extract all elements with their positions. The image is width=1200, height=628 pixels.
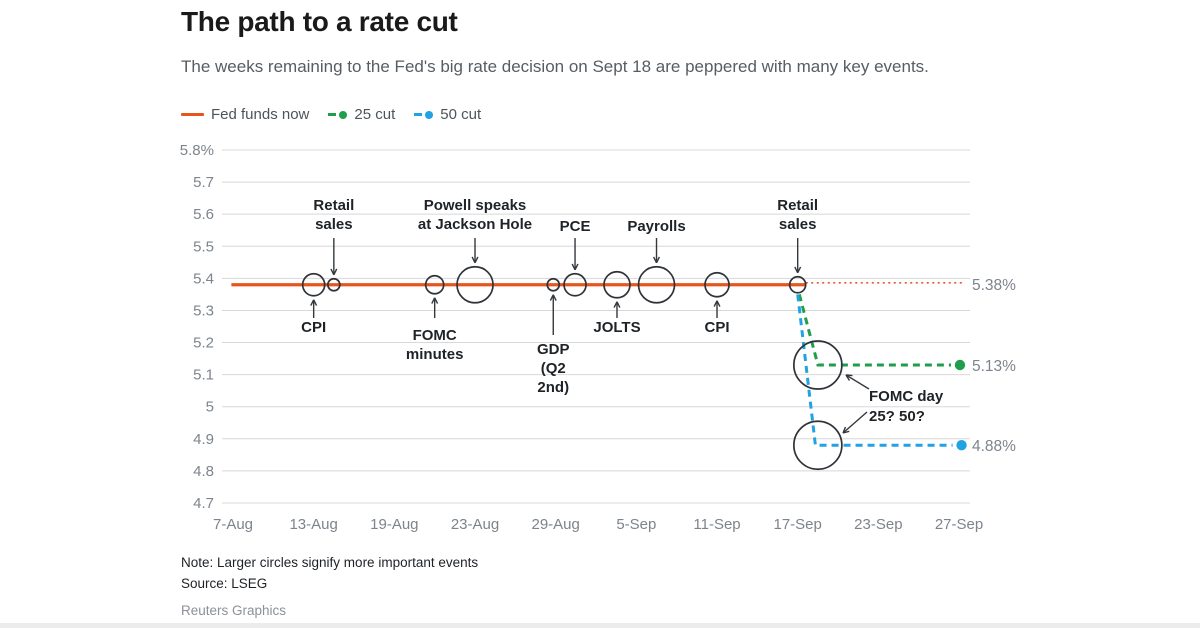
event-arrow-icon (613, 301, 621, 318)
event-label: PCE (560, 218, 591, 235)
cut25-end-dot (954, 359, 966, 371)
y-tick-label: 5.1 (193, 367, 214, 384)
event-label: 2nd) (537, 379, 569, 396)
event-label: CPI (705, 319, 730, 336)
y-tick-label: 4.8 (193, 463, 214, 480)
credit-text: Reuters Graphics (181, 603, 287, 618)
event-label: at Jackson Hole (418, 216, 532, 233)
event-arrow-icon (431, 297, 439, 318)
event-label: Retail (313, 197, 354, 214)
event-circle (456, 265, 494, 304)
x-tick-label: 17-Sep (774, 516, 822, 533)
series-end-label: 5.38% (972, 277, 1016, 294)
event-arrow-icon (549, 294, 557, 335)
event-circle (424, 274, 445, 295)
x-tick-label: 11-Sep (693, 516, 740, 533)
chart-title: The path to a rate cut (181, 6, 458, 37)
event-circle (637, 265, 676, 304)
legend-item-25-cut: 25 cut (328, 106, 395, 123)
event-markers: CPI Retail sales FOMC minutes Powell speaks at… (301, 197, 843, 471)
event-arrow-icon (330, 238, 338, 276)
legend-item-50-cut: 50 cut (414, 106, 481, 123)
series-end-label: 4.88% (972, 438, 1016, 455)
event-arrow-icon (310, 299, 318, 318)
event-circle (793, 340, 843, 390)
legend-label: Fed funds now (211, 106, 310, 123)
y-tick-label: 4.9 (193, 431, 214, 448)
x-tick-label: 23-Aug (451, 516, 499, 533)
legend-label: 50 cut (440, 106, 482, 123)
event-label: Payrolls (627, 218, 685, 235)
fomc-day-arrow-icon (845, 374, 870, 390)
event-arrow-icon (653, 238, 661, 264)
x-tick-label: 7-Aug (213, 516, 253, 533)
y-tick-label: 5.8% (180, 142, 214, 159)
fomc-day-label: FOMC day (869, 388, 944, 405)
event-label: sales (315, 216, 353, 233)
event-circle (301, 272, 326, 297)
chart-subtitle: The weeks remaining to the Fed's big rat… (181, 57, 929, 76)
event-circle (793, 420, 843, 471)
y-tick-label: 5.2 (193, 335, 214, 352)
legend-label: 25 cut (354, 106, 396, 123)
cut25-line (797, 294, 951, 367)
cut25-marker-icon (328, 110, 348, 119)
y-tick-label: 5.4 (193, 270, 214, 287)
chart-source: Source: LSEG (181, 576, 268, 591)
series-lines: 5.38% 5.13% 4.88% (231, 277, 1016, 455)
x-tick-label: 13-Aug (289, 516, 337, 533)
event-label: Powell speaks (424, 197, 527, 214)
cut50-marker-icon (414, 110, 434, 119)
event-label: CPI (301, 319, 326, 336)
x-tick-label: 19-Aug (370, 516, 418, 533)
event-circle (563, 272, 587, 297)
event-label: Retail (777, 197, 818, 214)
y-tick-label: 5.7 (193, 174, 214, 191)
cut50-end-dot (956, 440, 967, 451)
bottom-divider (0, 623, 1200, 628)
y-tick-label: 4.7 (193, 495, 214, 512)
x-tick-label: 5-Sep (616, 516, 656, 533)
event-circle (704, 271, 730, 298)
fomc-day-arrow-icon (842, 411, 868, 434)
y-tick-label: 5.5 (193, 238, 214, 255)
event-circle (546, 277, 561, 292)
x-tick-label: 29-Aug (531, 516, 579, 533)
event-label: minutes (406, 346, 464, 363)
fomc-day-annotation: FOMC day 25? 50? (842, 374, 944, 434)
y-tick-label: 5.3 (193, 302, 214, 319)
event-circle (326, 277, 341, 292)
event-label: GDP (537, 341, 570, 358)
fed-funds-line-icon (181, 113, 204, 116)
event-label: FOMC (413, 327, 457, 344)
x-tick-label: 23-Sep (854, 516, 902, 533)
event-label: (Q2 (541, 360, 566, 377)
x-tick-label: 27-Sep (935, 516, 983, 533)
fomc-day-label: 25? 50? (869, 408, 925, 425)
event-arrow-icon (794, 238, 802, 274)
y-tick-label: 5 (206, 399, 214, 416)
event-label: sales (779, 216, 817, 233)
chart-note: Note: Larger circles signify more import… (181, 555, 479, 570)
gridlines: 5.8% 5.7 5.6 5.5 5.4 5.3 5.2 5.1 5 4.9 4.8 4.7 7-Aug… (180, 142, 983, 533)
event-label: JOLTS (593, 319, 640, 336)
series-end-label: 5.13% (972, 358, 1016, 375)
event-arrow-icon (571, 238, 579, 271)
chart-legend: Fed funds now 25 cut 50 cut (181, 106, 481, 123)
event-arrow-icon (713, 300, 721, 318)
legend-item-fed-funds-now: Fed funds now (181, 106, 309, 123)
event-circle (603, 270, 631, 299)
event-circle (788, 275, 807, 294)
y-tick-label: 5.6 (193, 206, 214, 223)
event-arrow-icon (471, 238, 479, 264)
